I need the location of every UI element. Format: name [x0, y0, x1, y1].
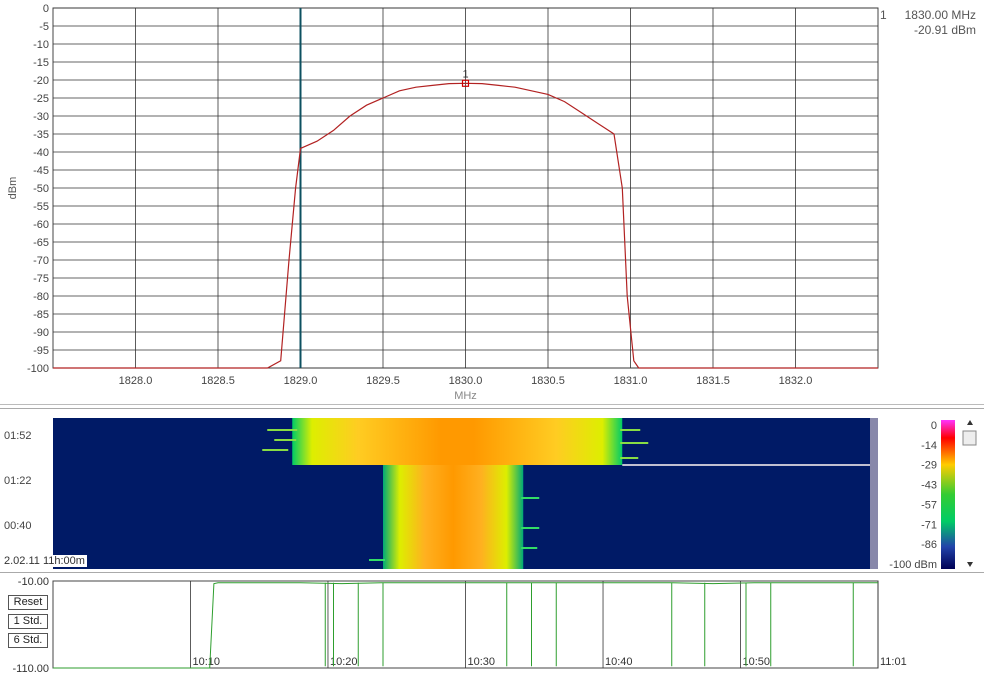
- x-tick-label: 1828.0: [119, 375, 153, 387]
- waterfall-time-label: 01:22: [4, 475, 32, 487]
- x-tick-label: 1830.0: [449, 375, 483, 387]
- waterfall-streak: [274, 439, 297, 441]
- y-tick-label: -50: [33, 183, 49, 195]
- x-tick-label: 1831.5: [696, 375, 730, 387]
- color-scale-label: -43: [921, 480, 937, 492]
- ts-x-tick-label: 10:20: [330, 656, 358, 668]
- waterfall-streak: [521, 547, 538, 549]
- spectrum-trace: [53, 82, 878, 369]
- waterfall-streak: [267, 429, 298, 431]
- reset-button[interactable]: Reset: [8, 595, 48, 610]
- waterfall-streak: [620, 429, 641, 431]
- waterfall-time-label: 00:40: [4, 520, 32, 532]
- x-tick-label: 1832.0: [779, 375, 813, 387]
- wide-band-region: [292, 418, 623, 465]
- color-scale-label: -86: [921, 539, 937, 551]
- ts-x-tick-label: 11:01: [880, 656, 907, 668]
- color-scale-label: -14: [921, 440, 937, 452]
- waterfall-edge: [870, 418, 878, 569]
- x-tick-label: 1831.0: [614, 375, 648, 387]
- y-tick-label: -70: [33, 255, 49, 267]
- ts-x-tick-label: 10:50: [742, 656, 770, 668]
- narrow-band-region: [383, 465, 524, 569]
- y-tick-label: -25: [33, 93, 49, 105]
- waterfall-streak: [521, 497, 540, 499]
- marker-label: 1: [462, 68, 468, 80]
- x-tick-label: 1830.5: [531, 375, 565, 387]
- waterfall-time-label: 01:52: [4, 430, 32, 442]
- ts-trace: [53, 582, 878, 669]
- waterfall-timestamp: 2.02.11 11h:00m: [2, 555, 87, 567]
- spectrum-chart: 0 -5 -10 -15 -20 -25 -30 -35 -40 -45 -50 -55 -60 -65 -…: [7, 3, 879, 402]
- color-scale-label: -100 dBm: [889, 559, 937, 571]
- marker-amplitude: -20.91 dBm: [913, 23, 976, 37]
- y-tick-label: -95: [33, 345, 49, 357]
- ts-x-tick-label: 10:40: [605, 656, 633, 668]
- color-scale-label: 0: [931, 420, 937, 432]
- ts-x-tick-label: 10:10: [193, 656, 221, 668]
- marker-frequency: 1830.00 MHz: [904, 8, 976, 22]
- y-tick-label: -85: [33, 309, 49, 321]
- y-tick-label: -90: [33, 327, 49, 339]
- marker-index: 1: [880, 8, 887, 22]
- y-tick-label: -45: [33, 165, 49, 177]
- waterfall-streak: [620, 442, 649, 444]
- x-axis-label: MHz: [454, 390, 477, 402]
- waterfall-streak: [262, 449, 289, 451]
- y-tick-label: -35: [33, 129, 49, 141]
- waterfall-streak: [369, 559, 385, 561]
- x-tick-label: 1829.5: [366, 375, 400, 387]
- y-tick-label: -10: [33, 39, 49, 51]
- waterfall-streak: [521, 527, 540, 529]
- y-tick-label: -5: [39, 21, 49, 33]
- waterfall-panel: 01:52 01:22 00:40 0 -14 -29 -43 -57 -71 -86 -100 d…: [0, 408, 984, 573]
- marker-point: [461, 79, 470, 87]
- x-tick-label: 1829.0: [284, 375, 318, 387]
- y-tick-label: -20: [33, 75, 49, 87]
- y-tick-label: -80: [33, 291, 49, 303]
- one-std-button[interactable]: 1 Std.: [8, 614, 48, 629]
- y-tick-label: -60: [33, 219, 49, 231]
- y-axis-label: dBm: [7, 177, 19, 200]
- y-tick-label: -40: [33, 147, 49, 159]
- waterfall-heatmap: 01:52 01:22 00:40 0 -14 -29 -43 -57 -71 -86 -100 d…: [4, 418, 977, 571]
- six-std-button[interactable]: 6 Std.: [8, 633, 48, 648]
- scroll-up-icon: [967, 420, 973, 425]
- ts-y-min-label: -110.00: [13, 663, 50, 675]
- ts-y-max-label: -10.00: [18, 576, 49, 588]
- waterfall-streak: [620, 457, 639, 459]
- timeseries-chart: 10:10 10:20 10:30 10:40 10:50 11:01 -10.00 -110…: [13, 576, 907, 675]
- ts-x-tick-label: 10:30: [468, 656, 496, 668]
- y-tick-label: -65: [33, 237, 49, 249]
- scroll-thumb: [962, 430, 977, 446]
- spectrum-panel: 0 -5 -10 -15 -20 -25 -30 -35 -40 -45 -50 -55 -60 -65 -…: [0, 3, 984, 405]
- y-tick-label: -30: [33, 111, 49, 123]
- y-tick-label: -100: [27, 363, 49, 375]
- color-scale-bar: [941, 420, 955, 569]
- y-tick-label: 0: [43, 3, 49, 15]
- color-scale-label: -71: [921, 519, 937, 531]
- y-tick-label: -15: [33, 57, 49, 69]
- y-tick-label: -55: [33, 201, 49, 213]
- timeseries-panel: 10:10 10:20 10:30 10:40 10:50 11:01 -10.00 -110…: [0, 573, 984, 676]
- scroll-down-icon: [967, 562, 973, 567]
- color-scale-label: -29: [921, 460, 937, 472]
- color-scale-label: -57: [921, 499, 937, 511]
- y-tick-label: -75: [33, 273, 49, 285]
- x-tick-label: 1828.5: [201, 375, 235, 387]
